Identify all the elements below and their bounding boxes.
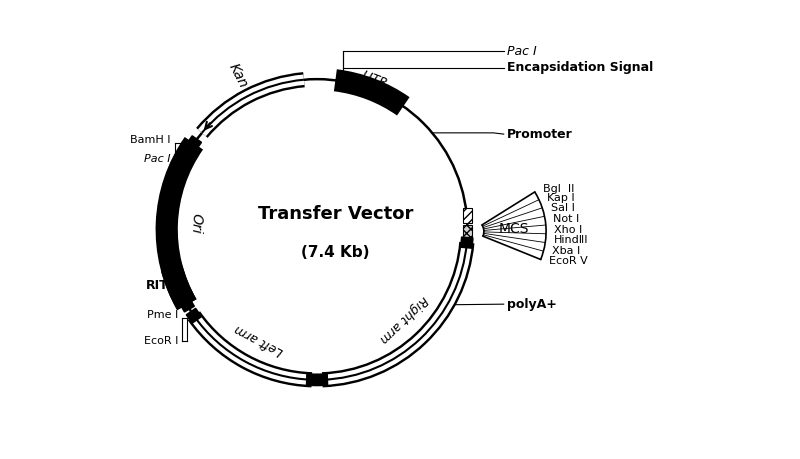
Text: Left arm: Left arm xyxy=(232,321,285,358)
Text: Ori: Ori xyxy=(188,213,203,234)
Polygon shape xyxy=(186,308,202,323)
Text: Sal I: Sal I xyxy=(551,203,575,213)
Polygon shape xyxy=(317,374,328,386)
Bar xyxy=(462,207,472,223)
Text: Pac I: Pac I xyxy=(506,45,537,58)
Bar xyxy=(462,225,472,241)
Polygon shape xyxy=(186,136,202,151)
Text: Xba I: Xba I xyxy=(552,246,580,256)
Text: EcoR I: EcoR I xyxy=(144,336,178,347)
Text: EcoR V: EcoR V xyxy=(549,256,588,266)
Text: polyA+: polyA+ xyxy=(506,297,557,311)
Text: Right arm: Right arm xyxy=(377,293,430,345)
Polygon shape xyxy=(306,374,317,386)
Text: (7.4 Kb): (7.4 Kb) xyxy=(302,245,370,260)
Text: Xho I: Xho I xyxy=(554,224,582,235)
Text: BamH I: BamH I xyxy=(130,135,171,145)
Text: Transfer Vector: Transfer Vector xyxy=(258,205,414,223)
Text: Not I: Not I xyxy=(554,214,580,224)
Text: Bgl  II: Bgl II xyxy=(542,184,574,194)
Text: Promoter: Promoter xyxy=(506,128,573,140)
Text: Pme I: Pme I xyxy=(147,309,178,319)
Text: HindⅡI: HindⅡI xyxy=(554,235,589,246)
Text: Kap I: Kap I xyxy=(547,193,575,203)
Text: LITR: LITR xyxy=(360,68,390,90)
Text: Pac I: Pac I xyxy=(144,154,171,164)
Text: MCS: MCS xyxy=(498,223,529,236)
Text: RITR: RITR xyxy=(146,280,178,292)
Text: Kan: Kan xyxy=(226,61,250,90)
Polygon shape xyxy=(179,297,194,312)
Polygon shape xyxy=(461,237,473,248)
Text: Encapsidation Signal: Encapsidation Signal xyxy=(506,61,653,74)
